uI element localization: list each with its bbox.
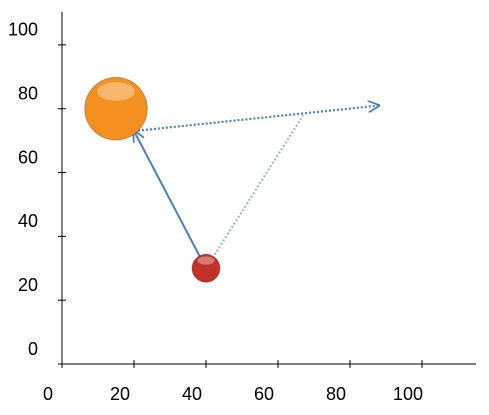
arrow — [133, 106, 379, 133]
y-tick-label: 100 — [8, 20, 38, 40]
x-tick-label: 0 — [43, 384, 53, 404]
arrow — [205, 114, 305, 269]
x-tick-label: 40 — [182, 384, 202, 404]
x-tick-label: 20 — [110, 384, 130, 404]
bubble — [84, 76, 148, 141]
y-tick-label: 20 — [18, 275, 38, 295]
x-tick-label: 80 — [326, 384, 346, 404]
x-tick-label: 100 — [393, 384, 423, 404]
y-tick-label: 80 — [18, 83, 38, 103]
bubble — [191, 253, 221, 283]
arrow — [134, 131, 207, 269]
y-tick-label: 40 — [18, 211, 38, 231]
y-tick-label: 60 — [18, 147, 38, 167]
y-tick-label: 0 — [28, 339, 38, 359]
x-tick-label: 60 — [254, 384, 274, 404]
